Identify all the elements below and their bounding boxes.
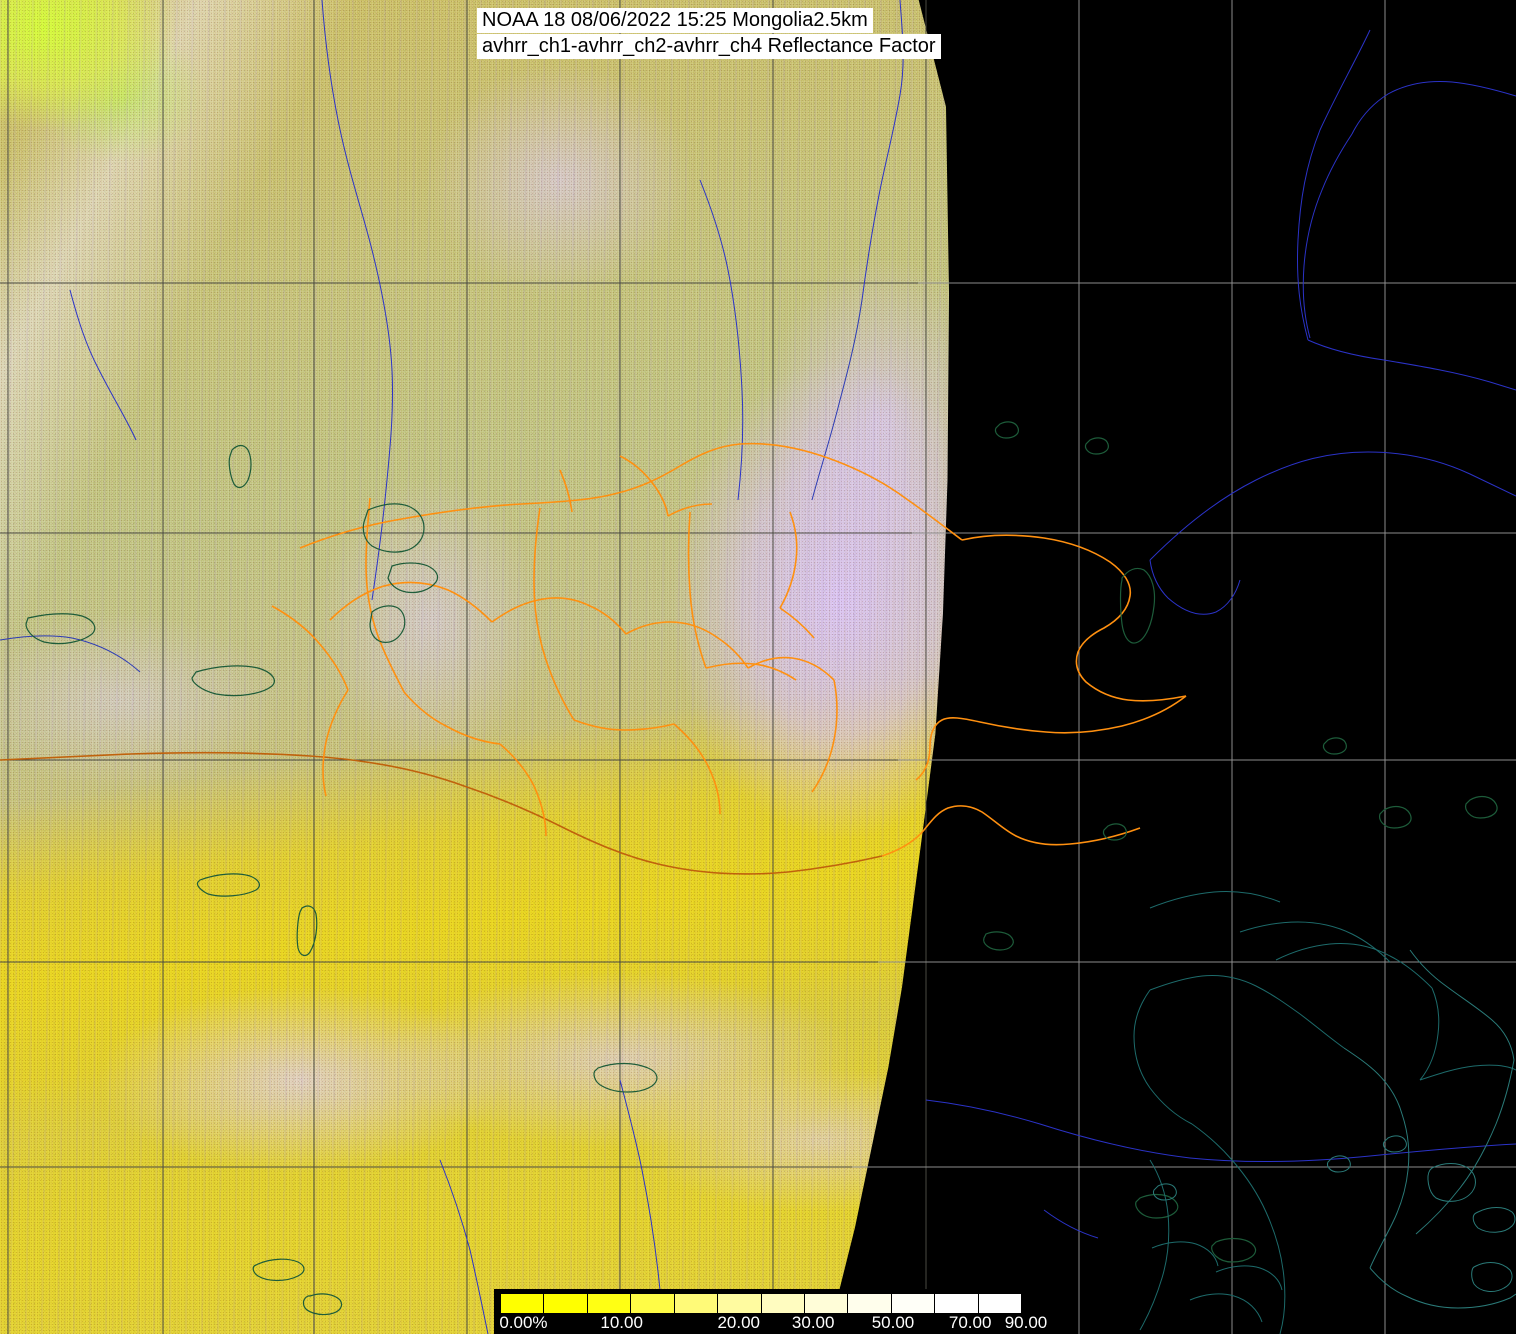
colorbar-segment (978, 1294, 1022, 1313)
lake-outlines (25, 421, 1498, 1316)
colorbar-segment (848, 1294, 892, 1313)
colorbar-gradient-strip (500, 1293, 1022, 1314)
colorbar-segment (674, 1294, 719, 1313)
colorbar-segment (544, 1294, 588, 1313)
colorbar-tick-label: 10.00 (600, 1313, 643, 1332)
title-line-channels: avhrr_ch1-avhrr_ch2-avhrr_ch4 Reflectanc… (477, 34, 941, 59)
colorbar-tick-label: 90.00 (1004, 1313, 1048, 1332)
colorbar-segment (718, 1294, 762, 1313)
colorbar-segment (761, 1294, 805, 1313)
coastlines (1133, 891, 1516, 1334)
national-borders (0, 442, 1187, 875)
colorbar-segment (935, 1294, 979, 1313)
colorbar-segment (501, 1294, 545, 1313)
colorbar: 0.00% 10.00 20.00 30.00 50.00 70.00 90.00 (494, 1289, 1047, 1334)
colorbar-segment (631, 1294, 675, 1313)
colorbar-segment (891, 1294, 936, 1313)
colorbar-tick-labels: 0.00% 10.00 20.00 30.00 50.00 70.00 90.00 (494, 1313, 1047, 1334)
colorbar-frame: 0.00% 10.00 20.00 30.00 50.00 70.00 90.00 (494, 1289, 1047, 1334)
colorbar-segment (587, 1294, 632, 1313)
colorbar-tick-label: 70.00 (948, 1313, 992, 1332)
colorbar-tick-label: 30.00 (791, 1313, 835, 1332)
colorbar-tick-label: 50.00 (871, 1313, 915, 1332)
colorbar-segment (804, 1294, 849, 1313)
colorbar-tick-label: 20.00 (717, 1313, 760, 1332)
colorbar-tick-label: 0.00% (499, 1313, 548, 1332)
product-title-block: NOAA 18 08/06/2022 15:25 Mongolia2.5km a… (477, 8, 941, 59)
title-line-satellite-time: NOAA 18 08/06/2022 15:25 Mongolia2.5km (477, 8, 873, 33)
far-north-coast (1302, 81, 1516, 339)
